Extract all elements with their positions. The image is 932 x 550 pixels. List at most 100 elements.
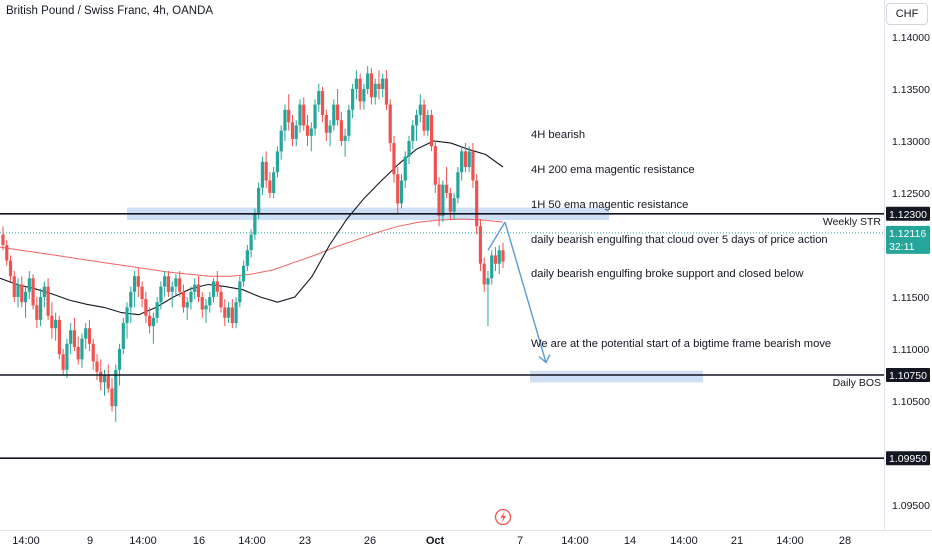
candle-body — [54, 319, 58, 329]
candle-body — [407, 141, 411, 157]
candle-body — [482, 263, 486, 285]
candle-body — [234, 302, 238, 323]
note-line: daily bearish engulfing broke support an… — [531, 268, 804, 281]
time-tick-label: 14 — [624, 535, 636, 547]
price-tick-label: 1.13000 — [892, 136, 930, 148]
currency-button[interactable]: CHF — [886, 3, 928, 25]
candle-body — [268, 180, 272, 193]
candle-body — [204, 305, 208, 310]
note-line — [531, 304, 831, 316]
candle-body — [189, 291, 193, 303]
candle-body — [163, 276, 167, 287]
candle-body — [181, 291, 186, 308]
candle-body — [185, 302, 189, 308]
candle-body — [493, 255, 498, 264]
time-tick-label: 14:00 — [238, 535, 266, 547]
price-tick-label: 1.11500 — [892, 292, 929, 304]
projection-arrow-lead — [487, 221, 506, 251]
candle-body — [91, 343, 95, 362]
candle-body — [87, 328, 92, 344]
candle-body — [144, 299, 148, 316]
note-line: 4H 200 ema magentic resistance — [531, 163, 695, 176]
candle-body — [429, 115, 434, 147]
time-tick-label: 14:00 — [129, 535, 157, 547]
note-line: daily bearish engulfing that cloud over … — [531, 233, 828, 246]
candle-body — [328, 125, 332, 133]
candle-body — [110, 388, 114, 407]
candle-body — [242, 265, 246, 282]
candle-body — [448, 193, 452, 212]
candle-body — [72, 330, 77, 347]
candle-body — [283, 109, 287, 131]
candle-body — [57, 319, 61, 355]
price-tick-label: 1.13500 — [892, 84, 930, 96]
price-tick-label: 1.12500 — [892, 188, 930, 200]
candle-body — [211, 281, 216, 297]
time-tick-label: Oct — [426, 535, 445, 547]
candle-body — [467, 151, 471, 167]
candle-body — [1, 234, 5, 245]
candle-body — [501, 250, 505, 262]
price-axis[interactable]: 1.14000 1.13500 1.13000 1.12500 1.11500 1.110… — [892, 32, 930, 512]
candle-body — [16, 284, 20, 297]
candle-body — [46, 286, 50, 316]
candle-body — [223, 307, 227, 318]
candle-body — [140, 286, 144, 300]
level-price-label: 1.09950 — [889, 453, 927, 465]
horizontal-levels: 1.12300 Weekly STR 1.10750 Daily BOS 1.09950… — [0, 206, 930, 466]
candle-body — [313, 104, 317, 129]
candle-body — [396, 174, 400, 204]
candle-body — [69, 330, 73, 344]
candle-body — [354, 78, 358, 89]
candle-body — [343, 135, 347, 141]
candle-body — [170, 286, 174, 292]
candle-body — [377, 83, 381, 89]
candle-body — [166, 276, 171, 292]
current-price-tag — [886, 225, 930, 254]
candle-body — [249, 234, 253, 251]
candle-body — [208, 297, 212, 306]
candle-body — [418, 104, 422, 115]
note-line: 4H bearish — [531, 129, 586, 142]
candle-body — [215, 281, 219, 292]
candle-body — [452, 198, 456, 212]
candle-body — [117, 349, 122, 370]
note-line: We are at the potential start of a bigti… — [531, 337, 832, 350]
candle-body — [366, 73, 370, 89]
candle-body — [80, 338, 84, 360]
time-tick-label: 14:00 — [12, 535, 40, 547]
candle-body — [339, 120, 343, 141]
candle-body — [369, 73, 374, 98]
time-axis[interactable]: 14:00 9 14:00 16 14:00 23 26 Oct 7 14:00 14 14:00 21… — [12, 535, 851, 547]
candle-body — [433, 146, 437, 185]
candle-body — [20, 284, 24, 303]
candle-body — [76, 346, 80, 360]
time-tick-label: 14:00 — [776, 535, 804, 547]
candle-body — [245, 250, 249, 266]
level-name-label: Daily BOS — [833, 377, 881, 389]
time-tick-label: 16 — [193, 535, 205, 547]
time-tick-label: 14:00 — [670, 535, 698, 547]
ema-200-line — [0, 218, 504, 277]
lightning-bolt-icon[interactable] — [494, 508, 512, 526]
candle-body — [381, 78, 385, 89]
time-tick-label: 7 — [517, 535, 523, 547]
grid — [0, 0, 932, 531]
candle-body — [362, 89, 366, 102]
candle-body — [95, 361, 99, 372]
candle-body — [411, 125, 415, 141]
candle-body — [351, 89, 355, 110]
projection-arrow — [487, 221, 551, 364]
candle-body — [279, 130, 283, 152]
candle-body — [102, 375, 107, 383]
candle-body — [99, 371, 103, 383]
candle-body — [497, 250, 501, 264]
candle-body — [478, 226, 483, 264]
candle-body — [414, 115, 419, 126]
candle-body — [151, 317, 155, 327]
candle-body — [38, 297, 43, 320]
candle-body — [475, 180, 479, 227]
candles — [1, 66, 505, 422]
time-tick-label: 23 — [299, 535, 311, 547]
